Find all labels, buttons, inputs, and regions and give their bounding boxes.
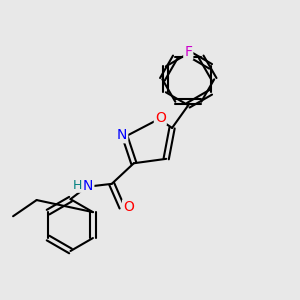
Text: O: O (155, 111, 166, 124)
Text: H: H (73, 179, 82, 192)
Text: O: O (123, 200, 134, 214)
Text: F: F (184, 45, 192, 59)
Text: N: N (117, 128, 127, 142)
Text: N: N (83, 179, 93, 193)
